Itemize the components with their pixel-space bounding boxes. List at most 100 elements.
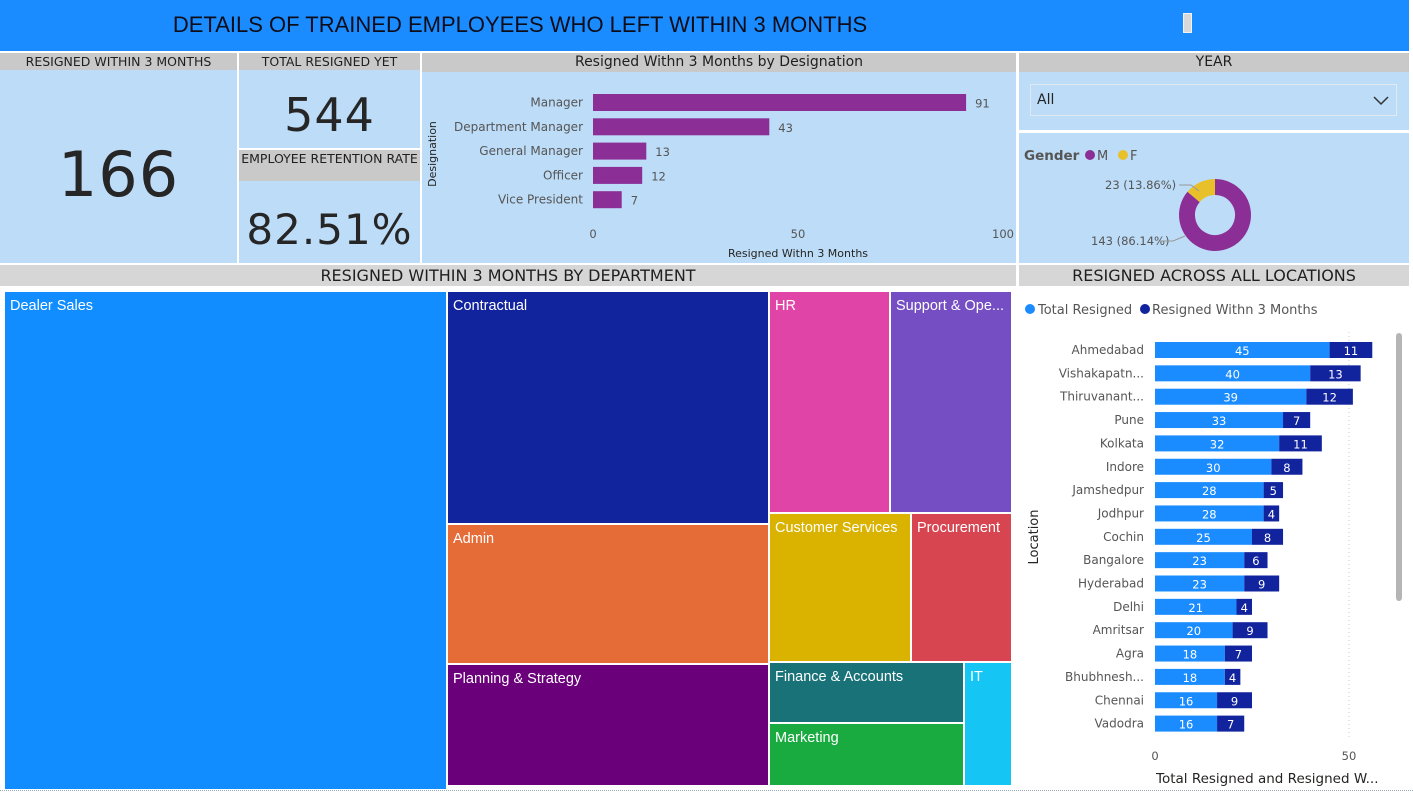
legend-dot-resigned-3m [1140,304,1150,314]
designation-chart-panel [422,53,1016,263]
donut-slice-m[interactable] [1179,179,1251,251]
locations-bar-total-resigned[interactable] [1155,668,1225,685]
locations-bar-total-resigned[interactable] [1155,505,1264,522]
locations-bar-resigned-3m[interactable] [1232,622,1268,639]
locations-bar-total-resigned[interactable] [1155,458,1272,475]
locations-tick-label: Pune [1114,413,1144,427]
designation-tick-label: Department Manager [454,120,583,134]
locations-data-label-3m: 13 [1328,367,1343,381]
locations-tick-label: Chennai [1095,693,1144,707]
locations-bar-total-resigned[interactable] [1155,575,1245,592]
donut-slice-f[interactable] [1187,179,1216,203]
treemap-tile[interactable]: Finance & Accounts [769,662,964,723]
locations-bar-resigned-3m[interactable] [1279,435,1322,452]
locations-bar-total-resigned[interactable] [1155,692,1218,709]
locations-stacked-bar-chart[interactable]: Total Resigned Resigned Withn 3 Months 0 50… [1019,287,1409,790]
locations-data-label-total: 25 [1196,531,1211,545]
year-dropdown[interactable] [1030,84,1397,116]
treemap-tile-label: Admin [453,531,495,547]
locations-bar-resigned-3m[interactable] [1310,365,1361,382]
department-treemap[interactable]: Dealer Sales Contractual Admin Planning & S… [0,287,1016,790]
treemap-tile[interactable]: Planning & Strategy [447,664,769,786]
kpi-label-retention: EMPLOYEE RETENTION RATE [239,150,420,181]
locations-bar-resigned-3m[interactable] [1244,575,1280,592]
designation-tick-label: Vice President [498,193,583,207]
legend-label-f[interactable]: F [1130,149,1137,164]
locations-bar-resigned-3m[interactable] [1329,342,1373,358]
locations-data-label-3m: 7 [1227,718,1234,732]
locations-scrollbar-thumb[interactable] [1396,333,1402,601]
locations-tick-label: Cochin [1103,530,1144,544]
locations-bar-resigned-3m[interactable] [1244,552,1268,569]
locations-bar-total-resigned[interactable] [1155,412,1284,429]
treemap-tile[interactable]: Contractual [447,291,769,524]
designation-bar[interactable] [593,118,770,136]
legend-label-resigned-3m[interactable]: Resigned Withn 3 Months [1152,303,1318,318]
designation-bar[interactable] [593,142,647,160]
designation-x-tick: 50 [791,227,806,241]
locations-bar-total-resigned[interactable] [1155,388,1307,405]
designation-y-axis-label: Designation [426,121,439,187]
locations-data-label-total: 30 [1206,461,1221,475]
locations-bar-resigned-3m[interactable] [1217,715,1245,732]
designation-bar[interactable] [593,166,643,184]
locations-bar-resigned-3m[interactable] [1252,528,1284,545]
locations-bar-total-resigned[interactable] [1155,528,1252,545]
legend-label-total-resigned[interactable]: Total Resigned [1037,303,1132,318]
locations-data-label-3m: 9 [1258,578,1265,592]
locations-bar-resigned-3m[interactable] [1283,412,1311,429]
locations-data-label-3m: 9 [1231,694,1238,708]
locations-tick-label: Thiruvanant... [1059,390,1144,404]
treemap-tile[interactable]: Support & Ope... [890,291,1012,513]
locations-bar-resigned-3m[interactable] [1271,458,1303,475]
locations-bar-total-resigned[interactable] [1155,435,1280,452]
locations-bar-total-resigned[interactable] [1155,645,1225,662]
locations-data-label-3m: 4 [1268,507,1275,521]
locations-bar-resigned-3m[interactable] [1236,598,1252,615]
locations-bar-total-resigned[interactable] [1155,342,1330,358]
locations-bar-total-resigned[interactable] [1155,715,1218,732]
locations-bar-resigned-3m[interactable] [1217,692,1252,709]
locations-bar-total-resigned[interactable] [1155,622,1233,639]
designation-data-label: 12 [651,169,666,183]
locations-tick-label: Jodhpur [1097,506,1144,520]
gender-donut-chart[interactable]: Gender M F 23 (13.86%) 143 (86.14%) [1019,133,1409,263]
designation-tick-label: Manager [530,96,583,110]
locations-bar-resigned-3m[interactable] [1263,482,1284,499]
locations-data-label-3m: 5 [1270,484,1277,498]
treemap-tile[interactable]: Procurement [911,513,1012,662]
treemap-tile-label: IT [970,669,983,685]
chevron-down-icon[interactable] [1372,93,1390,107]
locations-bar-total-resigned[interactable] [1155,598,1237,615]
locations-data-label-total: 18 [1183,671,1198,685]
locations-tick-label: Vishakapatn... [1059,366,1144,380]
locations-tick-label: Indore [1106,460,1144,474]
locations-bar-resigned-3m[interactable] [1224,668,1241,685]
designation-data-label: 43 [778,121,793,135]
treemap-tile[interactable]: HR [769,291,890,513]
treemap-tile[interactable]: Marketing [769,723,964,786]
locations-bar-total-resigned[interactable] [1155,482,1264,499]
designation-bar[interactable] [593,94,967,111]
designation-x-tick: 0 [589,227,596,241]
locations-tick-label: Agra [1116,647,1144,661]
locations-bar-total-resigned[interactable] [1155,552,1245,569]
designation-tick-label: Officer [543,168,583,182]
treemap-tile[interactable]: Admin [447,524,769,664]
designation-x-tick: 100 [992,227,1014,241]
treemap-tile[interactable]: IT [964,662,1012,786]
locations-data-label-3m: 4 [1241,601,1248,615]
locations-bar-resigned-3m[interactable] [1263,505,1280,522]
legend-label-m[interactable]: M [1097,149,1108,164]
designation-x-axis-label: Resigned Withn 3 Months [728,247,868,260]
designation-chart-title: Resigned Withn 3 Months by Designation [422,53,1016,72]
resize-handle[interactable] [1183,13,1192,33]
locations-bar-resigned-3m[interactable] [1306,388,1353,405]
locations-tick-label: Ahmedabad [1072,343,1144,357]
locations-bar-total-resigned[interactable] [1155,365,1311,382]
designation-bar-chart[interactable]: Manager 91 Department Manager 43 General Man… [422,72,1016,263]
treemap-tile[interactable]: Customer Services [769,513,911,662]
designation-bar[interactable] [593,191,622,209]
treemap-tile[interactable]: Dealer Sales [4,291,447,790]
locations-bar-resigned-3m[interactable] [1224,645,1252,662]
